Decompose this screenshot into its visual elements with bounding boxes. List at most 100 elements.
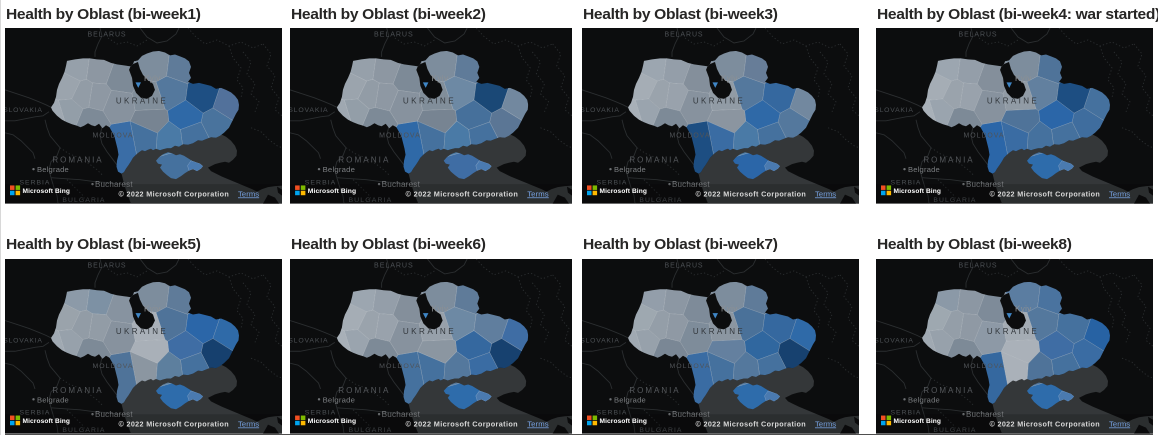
svg-text:ROMANIA: ROMANIA — [629, 156, 680, 165]
svg-text:ROMANIA: ROMANIA — [923, 386, 974, 395]
svg-text:Belgrade: Belgrade — [908, 165, 940, 174]
svg-text:Kyiv: Kyiv — [1015, 305, 1032, 314]
svg-text:SERBIA: SERBIA — [20, 180, 51, 187]
svg-text:MOLDOVA: MOLDOVA — [379, 133, 421, 140]
svg-text:BULGARIA: BULGARIA — [639, 427, 682, 433]
svg-text:Bucharest: Bucharest — [966, 410, 1004, 419]
svg-text:Microsoft Bing: Microsoft Bing — [23, 188, 71, 195]
svg-text:BELARUS: BELARUS — [958, 32, 997, 39]
svg-text:Kyiv: Kyiv — [431, 305, 448, 314]
svg-text:BELARUS: BELARUS — [664, 32, 703, 39]
svg-text:Kyiv: Kyiv — [144, 74, 161, 83]
svg-text:SERBIA: SERBIA — [304, 180, 335, 187]
svg-text:Terms: Terms — [238, 419, 259, 428]
svg-text:© 2022 Microsoft Corporation: © 2022 Microsoft Corporation — [989, 421, 1100, 429]
svg-text:SLOVAKIA: SLOVAKIA — [582, 107, 620, 114]
svg-text:Kyiv: Kyiv — [431, 74, 448, 83]
svg-text:SLOVAKIA: SLOVAKIA — [582, 337, 620, 344]
svg-text:ROMANIA: ROMANIA — [52, 156, 103, 165]
svg-text:BULGARIA: BULGARIA — [933, 197, 976, 203]
svg-text:MOLDOVA: MOLDOVA — [963, 363, 1004, 370]
svg-text:MOLDOVA: MOLDOVA — [93, 133, 134, 140]
svg-text:BULGARIA: BULGARIA — [62, 197, 105, 203]
svg-text:Terms: Terms — [1109, 419, 1130, 428]
svg-text:SLOVAKIA: SLOVAKIA — [5, 337, 43, 344]
svg-text:SERBIA: SERBIA — [596, 180, 627, 187]
svg-text:Bucharest: Bucharest — [672, 410, 710, 419]
svg-text:Kyiv: Kyiv — [144, 305, 161, 314]
svg-text:ROMANIA: ROMANIA — [629, 386, 680, 395]
svg-text:SLOVAKIA: SLOVAKIA — [290, 337, 328, 344]
svg-text:SERBIA: SERBIA — [596, 410, 627, 417]
svg-text:ROMANIA: ROMANIA — [923, 156, 974, 165]
svg-text:SERBIA: SERBIA — [890, 410, 921, 417]
svg-text:Bucharest: Bucharest — [672, 180, 710, 189]
svg-text:Microsoft Bing: Microsoft Bing — [893, 418, 941, 425]
svg-text:UKRAINE: UKRAINE — [402, 327, 455, 336]
svg-text:SERBIA: SERBIA — [890, 180, 921, 187]
svg-text:Bucharest: Bucharest — [381, 410, 420, 419]
svg-text:© 2022 Microsoft Corporation: © 2022 Microsoft Corporation — [695, 421, 806, 429]
svg-text:BULGARIA: BULGARIA — [348, 197, 392, 203]
svg-text:Belgrade: Belgrade — [37, 395, 69, 404]
svg-text:SERBIA: SERBIA — [304, 410, 335, 417]
svg-text:BULGARIA: BULGARIA — [348, 427, 392, 433]
svg-text:Bucharest: Bucharest — [95, 180, 133, 189]
svg-text:MOLDOVA: MOLDOVA — [379, 363, 421, 370]
svg-text:BELARUS: BELARUS — [374, 263, 414, 270]
svg-text:Belgrade: Belgrade — [614, 395, 646, 404]
svg-text:UKRAINE: UKRAINE — [116, 96, 168, 105]
svg-text:© 2022 Microsoft Corporation: © 2022 Microsoft Corporation — [695, 190, 806, 199]
svg-text:SLOVAKIA: SLOVAKIA — [5, 107, 43, 114]
svg-text:Belgrade: Belgrade — [322, 395, 355, 404]
svg-text:Belgrade: Belgrade — [614, 165, 646, 174]
svg-text:BELARUS: BELARUS — [88, 263, 127, 270]
svg-text:Terms: Terms — [527, 420, 549, 429]
svg-text:Kyiv: Kyiv — [721, 305, 738, 314]
svg-text:ROMANIA: ROMANIA — [52, 386, 103, 395]
svg-text:Terms: Terms — [238, 189, 259, 198]
svg-text:© 2022 Microsoft Corporation: © 2022 Microsoft Corporation — [405, 420, 517, 429]
svg-text:Terms: Terms — [1109, 189, 1130, 198]
svg-text:BULGARIA: BULGARIA — [639, 197, 682, 203]
svg-text:SERBIA: SERBIA — [20, 410, 51, 417]
svg-text:Microsoft Bing: Microsoft Bing — [23, 418, 71, 425]
svg-text:Microsoft Bing: Microsoft Bing — [599, 418, 647, 425]
svg-text:Belgrade: Belgrade — [908, 395, 940, 404]
svg-text:BELARUS: BELARUS — [374, 32, 414, 39]
svg-text:BELARUS: BELARUS — [664, 263, 703, 270]
svg-text:BULGARIA: BULGARIA — [62, 427, 105, 433]
svg-text:Terms: Terms — [815, 189, 836, 198]
svg-text:Kyiv: Kyiv — [721, 74, 738, 83]
svg-text:Belgrade: Belgrade — [322, 165, 355, 174]
svg-text:UKRAINE: UKRAINE — [402, 96, 455, 105]
svg-text:UKRAINE: UKRAINE — [987, 96, 1039, 105]
svg-text:BULGARIA: BULGARIA — [933, 427, 976, 433]
svg-text:Terms: Terms — [527, 189, 549, 198]
svg-text:© 2022 Microsoft Corporation: © 2022 Microsoft Corporation — [118, 190, 229, 199]
svg-text:MOLDOVA: MOLDOVA — [93, 363, 134, 370]
svg-text:SLOVAKIA: SLOVAKIA — [876, 107, 914, 114]
svg-text:Bucharest: Bucharest — [381, 180, 420, 189]
svg-text:© 2022 Microsoft Corporation: © 2022 Microsoft Corporation — [989, 190, 1100, 199]
svg-text:Microsoft Bing: Microsoft Bing — [307, 418, 355, 425]
svg-text:UKRAINE: UKRAINE — [692, 327, 744, 336]
svg-text:ROMANIA: ROMANIA — [338, 386, 390, 395]
svg-text:© 2022 Microsoft Corporation: © 2022 Microsoft Corporation — [118, 421, 229, 429]
svg-text:UKRAINE: UKRAINE — [987, 327, 1039, 336]
svg-text:ROMANIA: ROMANIA — [338, 156, 390, 165]
svg-text:Bucharest: Bucharest — [95, 410, 133, 419]
svg-text:MOLDOVA: MOLDOVA — [669, 133, 710, 140]
svg-text:© 2022 Microsoft Corporation: © 2022 Microsoft Corporation — [405, 190, 518, 199]
svg-text:Terms: Terms — [815, 419, 836, 428]
svg-text:Kyiv: Kyiv — [1015, 74, 1032, 83]
svg-text:BELARUS: BELARUS — [958, 263, 997, 270]
svg-text:SLOVAKIA: SLOVAKIA — [876, 337, 914, 344]
svg-text:Microsoft Bing: Microsoft Bing — [893, 188, 941, 195]
svg-text:Microsoft Bing: Microsoft Bing — [599, 188, 647, 195]
svg-text:MOLDOVA: MOLDOVA — [963, 133, 1004, 140]
svg-text:BELARUS: BELARUS — [88, 32, 127, 39]
svg-text:UKRAINE: UKRAINE — [692, 96, 744, 105]
svg-text:Microsoft Bing: Microsoft Bing — [307, 188, 355, 195]
svg-text:Belgrade: Belgrade — [37, 165, 69, 174]
